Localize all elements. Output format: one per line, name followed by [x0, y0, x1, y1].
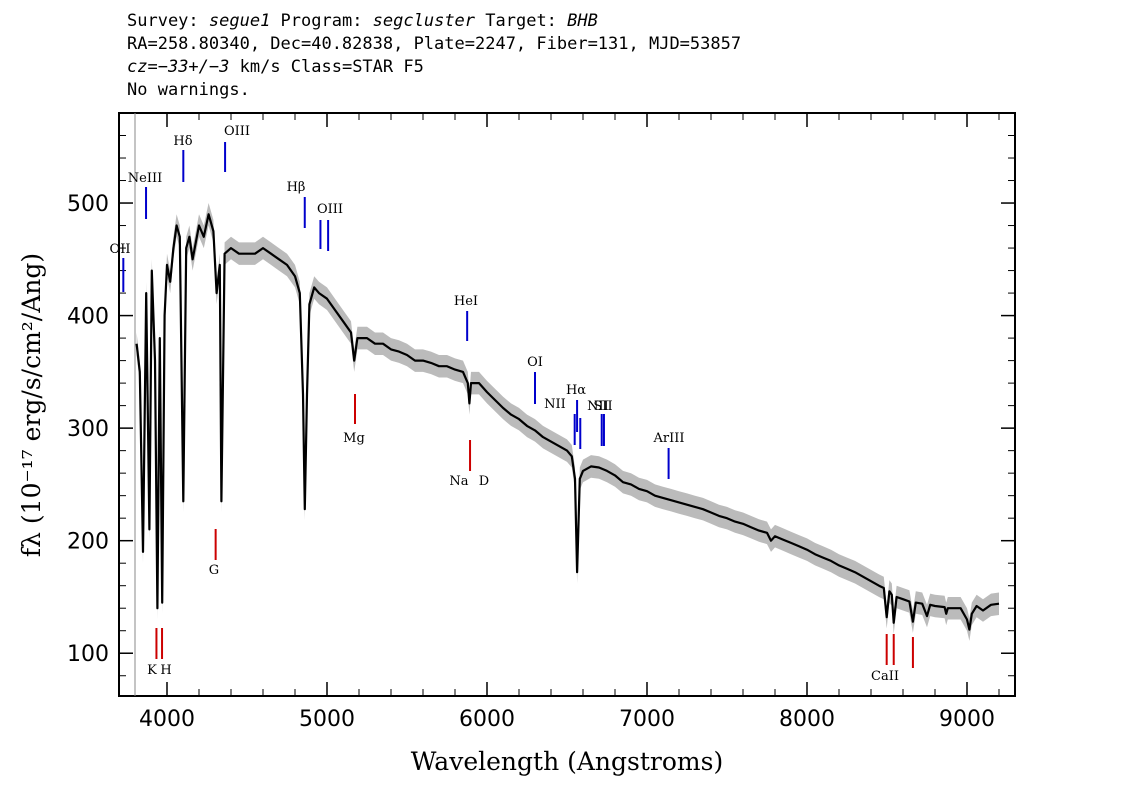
- absorption-line-label: H: [160, 663, 171, 678]
- emission-line-label: HeI: [454, 294, 478, 309]
- error-band-area: [136, 203, 1000, 641]
- series-group: [135, 213, 1000, 631]
- header-line-2: RA=258.80340, Dec=40.82838, Plate=2247, …: [127, 34, 742, 54]
- emission-line-label: Hα: [566, 383, 586, 398]
- emission-line-label: NII: [587, 399, 609, 414]
- emission-line-label: OI: [527, 355, 543, 370]
- y-tick-label-200: 200: [67, 530, 109, 555]
- program-label: Program:: [270, 11, 373, 31]
- cz-value: =−33+/−3: [147, 57, 230, 77]
- absorption-line-label: Na: [449, 474, 468, 489]
- cz-label: cz: [127, 57, 148, 77]
- x-tick-label-6000: 6000: [459, 707, 515, 732]
- absorption-line-label: Mg: [343, 431, 365, 446]
- emission-line-label: SII: [593, 399, 612, 414]
- emission-line-label: OIII: [317, 202, 343, 217]
- y-tick-label-400: 400: [67, 305, 109, 330]
- spectral-lines: OIINeIIIHδOIIIHβOIIIHeIOINIIHαNIISIIArII…: [110, 124, 914, 684]
- x-tick-label-8000: 8000: [779, 707, 835, 732]
- absorption-line-label: G: [209, 563, 219, 578]
- header-line-3: cz=−33+/−3 km/s Class=STAR F5: [127, 56, 741, 79]
- emission-line-label: NeIII: [128, 171, 162, 186]
- absorption-line-label: K: [147, 663, 157, 678]
- emission-line-label: Hβ: [287, 180, 306, 195]
- spectrum-line: [135, 213, 1000, 631]
- x-tick-label-9000: 9000: [939, 707, 995, 732]
- y-tick-label-300: 300: [67, 417, 109, 442]
- axis-ticks: 4000 5000 6000 7000 8000 9000 100 200 300 400 500: [67, 113, 1015, 732]
- survey-value: segue1: [208, 11, 271, 31]
- header-line-1: Survey: segue1 Program: segcluster Targe…: [127, 10, 741, 33]
- cz-rest: km/s Class=STAR F5: [229, 57, 424, 77]
- target-value: BHB: [567, 11, 598, 31]
- absorption-line-label: D: [479, 474, 489, 489]
- emission-line-label: OIII: [224, 124, 250, 139]
- error-band: [136, 203, 1000, 641]
- x-tick-label-5000: 5000: [299, 707, 355, 732]
- target-label: Target:: [475, 11, 568, 31]
- x-tick-label-7000: 7000: [619, 707, 675, 732]
- emission-line-label: ArIII: [652, 431, 684, 446]
- spectrum-header: Survey: segue1 Program: segcluster Targe…: [127, 10, 741, 102]
- absorption-line-label: CaII: [871, 669, 899, 684]
- survey-label: Survey:: [127, 11, 209, 31]
- x-axis-title: Wavelength (Angstroms): [411, 747, 723, 776]
- program-value: segcluster: [372, 11, 476, 31]
- header-line-4: No warnings.: [127, 80, 250, 100]
- emission-line-label: Hδ: [173, 134, 192, 149]
- y-tick-label-100: 100: [67, 642, 109, 667]
- x-tick-label-4000: 4000: [139, 707, 195, 732]
- emission-line-label: NII: [544, 397, 566, 412]
- plot-frame: [118, 112, 1016, 697]
- y-tick-label-500: 500: [67, 192, 109, 217]
- y-axis-title: fλ (10⁻¹⁷ erg/s/cm²/Ang): [17, 253, 46, 557]
- emission-line-label: OII: [110, 242, 131, 257]
